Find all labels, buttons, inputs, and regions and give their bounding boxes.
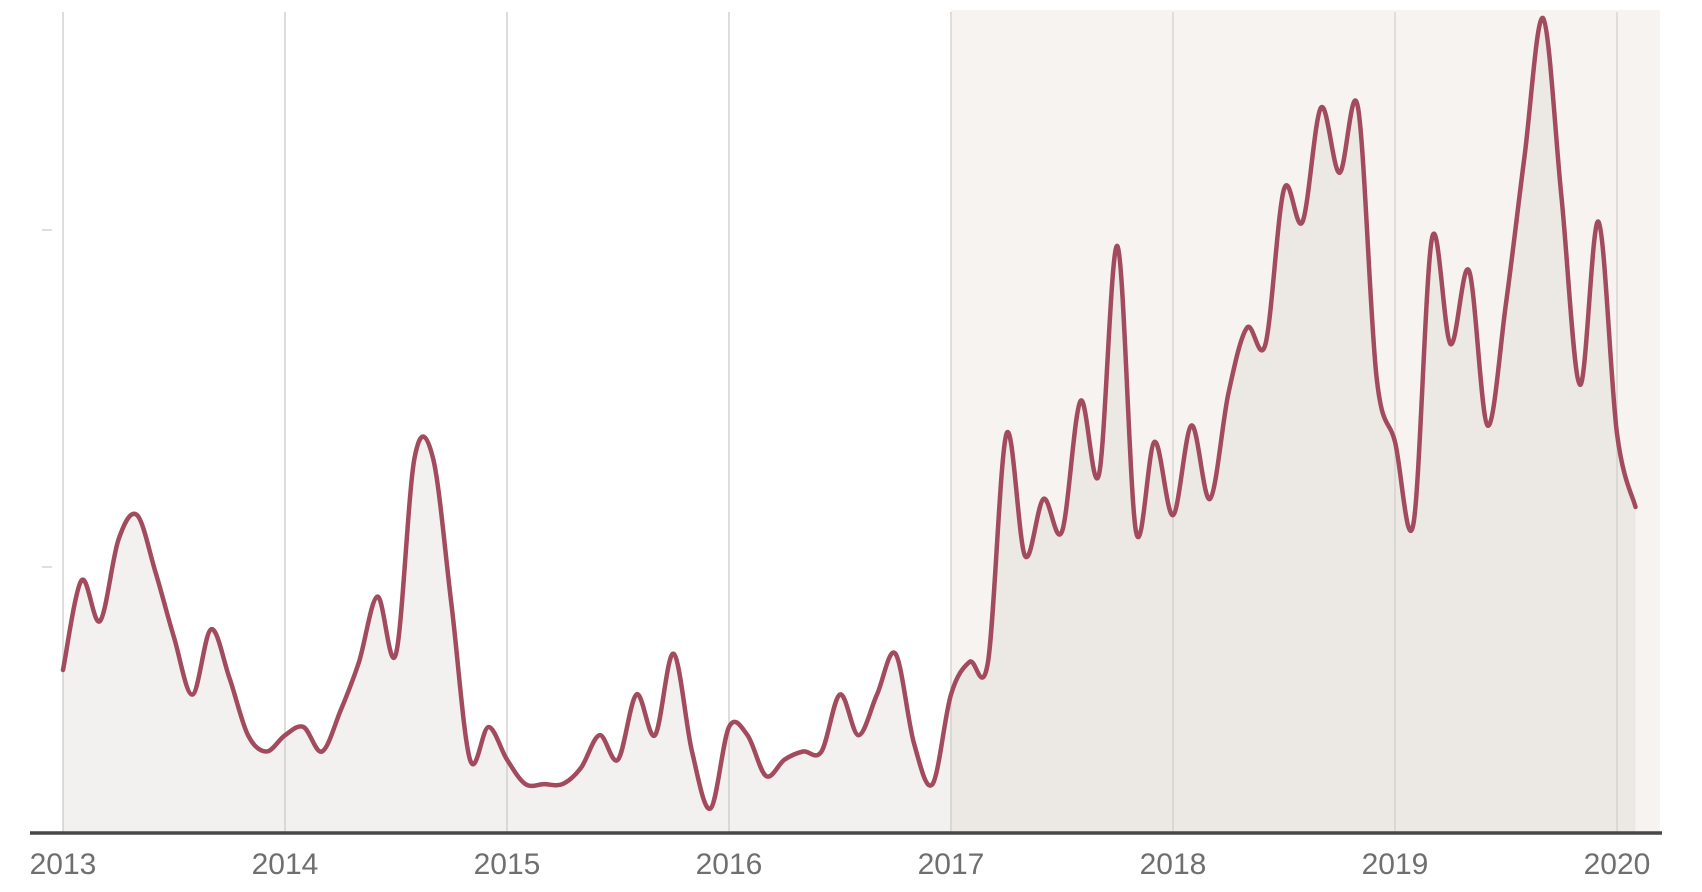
x-tick-label: 2016: [696, 848, 763, 881]
highlight-band: [951, 10, 1660, 833]
x-tick-label: 2014: [252, 848, 319, 881]
x-tick-label: 2017: [918, 848, 985, 881]
x-tick-label: 2013: [30, 848, 97, 881]
x-tick-label: 2019: [1362, 848, 1429, 881]
trend-line: [60, 15, 1638, 811]
area-fill: [63, 17, 1636, 833]
x-tick-label: 2020: [1584, 848, 1651, 881]
y-minor-ticks: [42, 229, 52, 568]
x-tick-label: 2015: [474, 848, 541, 881]
x-tick-label: 2018: [1140, 848, 1207, 881]
x-axis-labels: 2013 2014 2015 2016 2017 2018 2019 2020: [30, 848, 1651, 881]
year-gridlines: [62, 12, 1618, 833]
